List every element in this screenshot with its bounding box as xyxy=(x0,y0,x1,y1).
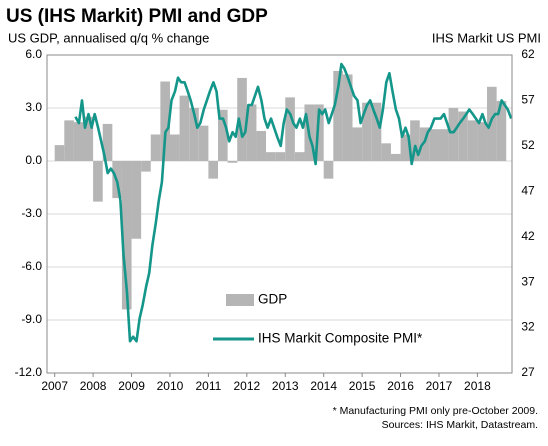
x-tick-label: 2018 xyxy=(464,379,491,393)
y-tick-label: 3.0 xyxy=(25,100,42,114)
gdp-bar xyxy=(487,86,497,161)
y-tick-label: -12.0 xyxy=(15,365,43,379)
y-tick-label: 0.0 xyxy=(25,153,42,167)
source: Sources: IHS Markit, Datastream. xyxy=(382,419,538,431)
gdp-bar xyxy=(438,129,449,161)
x-tick-label: 2011 xyxy=(195,379,221,393)
gdp-bar xyxy=(83,116,94,161)
y2-tick-label: 27 xyxy=(521,365,535,379)
y2-tick-label: 62 xyxy=(521,47,535,61)
y2-tick-label: 42 xyxy=(521,229,535,243)
gdp-bar xyxy=(121,161,132,310)
gdp-bar xyxy=(102,123,113,161)
legend-label: IHS Markit Composite PMI* xyxy=(258,331,423,346)
gdp-bar xyxy=(419,127,430,161)
y-axis-label: US GDP, annualised q/q % change xyxy=(8,30,209,45)
y2-tick-label: 52 xyxy=(521,138,535,152)
gdp-bar xyxy=(371,102,382,161)
y-tick-label: -3.0 xyxy=(21,206,42,220)
gdp-bar xyxy=(266,152,276,161)
gdp-bar xyxy=(477,122,488,161)
x-tick-label: 2013 xyxy=(272,379,299,393)
gdp-bar xyxy=(54,145,65,161)
x-tick-label: 2007 xyxy=(41,379,68,393)
x-tick-label: 2008 xyxy=(80,379,107,393)
footnote: * Manufacturing PMI only pre-October 200… xyxy=(333,405,538,417)
gdp-bar xyxy=(179,95,190,161)
gdp-bar xyxy=(237,77,247,161)
gdp-bar xyxy=(208,161,219,179)
gdp-bar xyxy=(246,104,257,161)
gdp-bar xyxy=(256,130,267,161)
gdp-bar xyxy=(333,70,343,161)
gdp-bar xyxy=(294,152,305,161)
gdp-bar xyxy=(448,108,459,161)
gdp-bar xyxy=(141,161,151,172)
gdp-bar xyxy=(275,152,286,161)
x-tick-label: 2014 xyxy=(310,379,337,393)
gdp-bar xyxy=(352,127,363,161)
gdp-bar xyxy=(429,129,439,161)
y2-tick-label: 32 xyxy=(521,320,535,334)
gdp-bar xyxy=(131,161,142,239)
gdp-bar xyxy=(160,81,170,161)
legend-swatch xyxy=(226,294,254,306)
plot-border xyxy=(46,54,513,374)
gdp-bar xyxy=(458,111,468,161)
chart-title: US (IHS Markit) PMI and GDP xyxy=(6,6,268,27)
y-tick-label: -6.0 xyxy=(21,259,42,273)
y-tick-label: 6.0 xyxy=(25,47,42,61)
y-tick-label: -9.0 xyxy=(21,312,42,326)
gdp-bar xyxy=(189,108,199,161)
legend-label: GDP xyxy=(258,292,287,307)
gdp-bar xyxy=(285,97,295,161)
gdp-bar xyxy=(169,134,180,161)
gdp-bar xyxy=(496,100,507,161)
gdp-bar xyxy=(400,134,411,161)
x-tick-label: 2009 xyxy=(118,379,145,393)
pmi-line xyxy=(74,62,513,343)
plot-area xyxy=(54,62,513,343)
gdp-bar xyxy=(227,161,238,163)
y2-tick-label: 57 xyxy=(521,93,535,107)
x-tick-label: 2016 xyxy=(387,379,414,393)
y2-axis-label: IHS Markit US PMI xyxy=(432,30,541,45)
gdp-bar xyxy=(323,161,334,179)
x-tick-label: 2017 xyxy=(426,379,453,393)
gdp-bar xyxy=(342,74,353,161)
gdp-bar xyxy=(410,120,420,161)
gdp-bar xyxy=(362,102,372,161)
gdp-bar xyxy=(381,143,391,161)
gdp-bar xyxy=(150,134,161,161)
y2-tick-label: 47 xyxy=(521,183,535,197)
gdp-bar xyxy=(467,120,478,161)
x-tick-label: 2010 xyxy=(157,379,184,393)
gdp-bar xyxy=(218,109,228,161)
gdp-bar xyxy=(93,161,103,202)
y2-tick-label: 37 xyxy=(521,274,535,288)
x-tick-label: 2012 xyxy=(233,379,260,393)
gdp-bar xyxy=(73,122,84,161)
gdp-bar xyxy=(390,153,401,161)
gdp-bar xyxy=(64,120,74,161)
x-tick-label: 2015 xyxy=(349,379,376,393)
gdp-bar xyxy=(198,125,209,161)
